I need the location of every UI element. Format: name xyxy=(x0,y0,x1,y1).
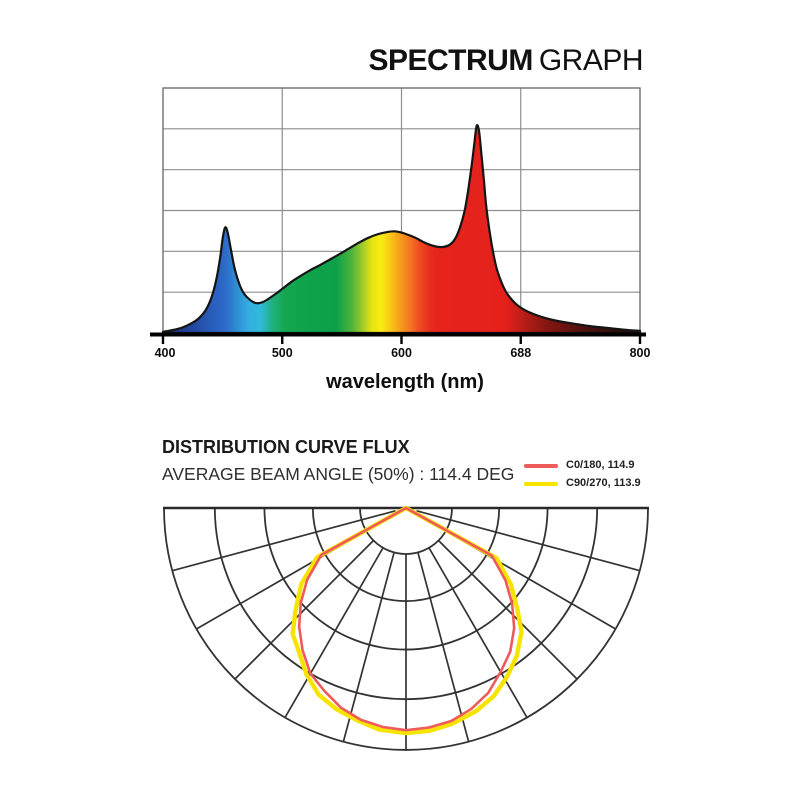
spectrum-x-tick-500: 500 xyxy=(272,346,293,360)
legend-item-c0-180: C0/180, 114.9 xyxy=(524,458,664,473)
distribution-polar-chart xyxy=(163,505,649,751)
legend-label-c90-270: C90/270, 113.9 xyxy=(566,477,641,489)
legend-label-c0-180: C0/180, 114.9 xyxy=(566,459,635,471)
spectrum-x-tick-600: 600 xyxy=(391,346,412,360)
spectrum-title-light: GRAPH xyxy=(538,44,644,77)
flux-curve-C0-180 xyxy=(297,506,516,732)
distribution-title: DISTRIBUTION CURVE FLUX xyxy=(162,437,410,457)
spectrum-x-tick-688: 688 xyxy=(510,346,531,360)
flux-curve-C90-270 xyxy=(290,505,524,736)
distribution-legend: C0/180, 114.9 C90/270, 113.9 xyxy=(524,458,664,491)
spectrum-title: SPECTRUM GRAPH xyxy=(0,44,643,78)
spectrum-x-tick-800: 800 xyxy=(630,346,651,360)
spectrum-title-bold: SPECTRUM xyxy=(368,44,533,77)
legend-line-red-icon xyxy=(524,463,558,468)
spectrum-xaxis-label: wavelength (nm) xyxy=(325,371,484,393)
legend-line-yellow-icon xyxy=(524,481,558,486)
spectrum-x-tick-400: 400 xyxy=(155,346,176,360)
spectrum-chart: 400 500 600 688 800 wavelength (nm) xyxy=(150,87,651,393)
legend-item-c90-270: C90/270, 113.9 xyxy=(524,476,664,491)
distribution-subtitle: AVERAGE BEAM ANGLE (50%) : 114.4 DEG xyxy=(162,464,515,484)
